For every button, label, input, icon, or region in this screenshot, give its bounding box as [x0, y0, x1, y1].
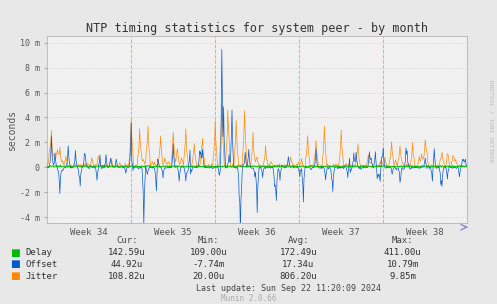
Text: Munin 2.0.66: Munin 2.0.66 — [221, 294, 276, 303]
Text: 142.59u: 142.59u — [108, 248, 146, 257]
Text: 9.85m: 9.85m — [389, 271, 416, 281]
Y-axis label: seconds: seconds — [7, 109, 17, 150]
Text: 44.92u: 44.92u — [111, 260, 143, 269]
Text: 411.00u: 411.00u — [384, 248, 421, 257]
Text: Delay: Delay — [26, 248, 53, 257]
Text: 172.49u: 172.49u — [279, 248, 317, 257]
Title: NTP timing statistics for system peer - by month: NTP timing statistics for system peer - … — [86, 22, 428, 35]
Text: Cur:: Cur: — [116, 236, 138, 245]
Text: ■: ■ — [10, 260, 20, 269]
Text: Avg:: Avg: — [287, 236, 309, 245]
Text: ■: ■ — [10, 271, 20, 281]
Text: 20.00u: 20.00u — [193, 271, 225, 281]
Text: 10.79m: 10.79m — [387, 260, 418, 269]
Text: Offset: Offset — [26, 260, 58, 269]
Text: 806.20u: 806.20u — [279, 271, 317, 281]
Text: 108.82u: 108.82u — [108, 271, 146, 281]
Text: Jitter: Jitter — [26, 271, 58, 281]
Text: ■: ■ — [10, 248, 20, 258]
Text: Max:: Max: — [392, 236, 414, 245]
Text: 109.00u: 109.00u — [190, 248, 228, 257]
Text: RRDTOOL / TOBI OETIKER: RRDTOOL / TOBI OETIKER — [489, 80, 494, 163]
Text: Min:: Min: — [198, 236, 220, 245]
Text: 17.34u: 17.34u — [282, 260, 314, 269]
Text: -7.74m: -7.74m — [193, 260, 225, 269]
Text: Last update: Sun Sep 22 11:20:09 2024: Last update: Sun Sep 22 11:20:09 2024 — [196, 284, 381, 293]
